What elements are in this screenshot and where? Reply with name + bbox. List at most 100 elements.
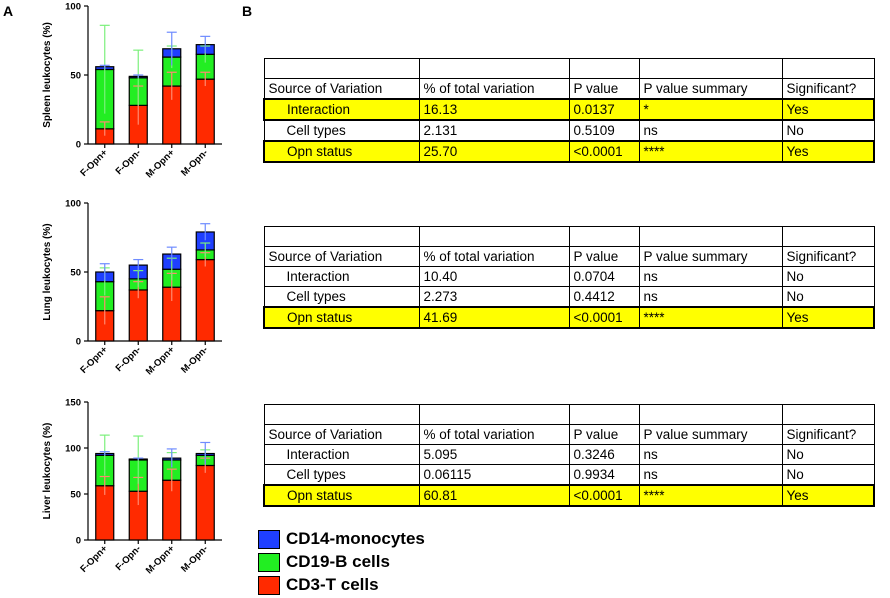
table-cell [781,226,875,247]
liver-chart: Liver leukocytes (%) 0 50 100 150 F-Opn+ F-Opn… [42,398,222,576]
bar-t-cells [195,258,215,342]
table-header-cell: P value [568,424,640,445]
table-cell: 25.70 [418,140,570,163]
table-cell: Interaction [263,98,420,121]
table-header-row: Source of Variation% of total variation P… [263,424,875,445]
table-cell: **** [638,140,783,163]
table-cell [263,226,420,247]
y-axis-label: Liver leukocytes (%) [42,423,53,520]
table-blank-row [263,404,875,425]
legend-label-t-cells: CD3-T cells [286,575,379,594]
table-header-cell: P value summary [638,78,783,100]
x-tick-label: M-Opn+ [144,147,177,180]
table-row: Opn status 60.81 <0.0001 **** Yes [263,484,875,507]
table-cell: No [781,266,875,287]
table-header-cell: % of total variation [418,246,570,267]
table-blank-row [263,226,875,247]
table-cell: Opn status [263,484,420,507]
table-cell: Yes [781,484,875,507]
x-tick-label: F-Opn- [114,344,144,374]
x-tick-label: M-Opn- [179,344,210,375]
legend-label-monocytes: CD14-monocytes [286,529,425,548]
table-header-cell: P value [568,246,640,267]
table-cell: 60.81 [418,484,570,507]
y-tick-label: 50 [70,71,81,82]
table-row: Cell types 2.273 0.4412 ns No [263,286,875,308]
table-row: Cell types 0.06115 0.9934 ns No [263,464,875,486]
y-tick-label: 0 [76,337,81,348]
table-header-row: Source of Variation% of total variation P… [263,246,875,267]
table-cell [418,226,570,247]
table-cell [638,404,783,425]
table-cell [638,226,783,247]
table-blank-row [263,58,875,79]
table-cell: Interaction [263,266,420,287]
table-row: Interaction 5.095 0.3246 ns No [263,444,875,465]
y-tick-label: 100 [65,444,81,455]
table-row: Cell types 2.131 0.5109 ns No [263,119,875,142]
y-axis-label: Spleen leukocytes (%) [42,22,53,128]
table-cell: <0.0001 [568,140,640,163]
x-tick-label: M-Opn+ [144,344,177,377]
table-header-cell: % of total variation [418,78,570,100]
table-cell: Yes [781,306,875,329]
x-tick-label: F-Opn- [114,147,144,177]
y-tick-label: 0 [76,536,81,547]
table-cell: No [781,119,875,142]
legend-swatch-b-cells [258,552,280,572]
table-cell: No [781,464,875,486]
table-header-cell: Significant? [781,78,875,100]
x-tick-label: F-Opn- [114,543,144,573]
table-cell [263,58,420,79]
legend: CD14-monocytes CD19-B cells CD3-T cells [258,528,425,597]
table-header-cell: P value summary [638,424,783,445]
bar-t-cells [195,78,215,145]
table-cell: ns [638,444,783,465]
table-cell: Cell types [263,464,420,486]
y-tick-label: 150 [65,398,81,409]
table-row: Opn status 25.70 <0.0001 **** Yes [263,140,875,163]
table-cell: Opn status [263,306,420,329]
anova-table-lung: Source of Variation% of total variation P… [263,226,875,329]
table-header-cell: Source of Variation [263,78,420,100]
table-header-cell: Source of Variation [263,424,420,445]
legend-swatch-monocytes [258,529,280,549]
legend-item-b-cells: CD19-B cells [258,551,425,573]
table-cell: 16.13 [418,98,570,121]
table-cell: 0.0137 [568,98,640,121]
table-row: Interaction 16.13 0.0137 * Yes [263,98,875,121]
table-header-cell: P value summary [638,246,783,267]
legend-swatch-t-cells [258,575,280,595]
table-cell: Cell types [263,286,420,308]
table-cell: Yes [781,98,875,121]
table-row: Opn status 41.69 <0.0001 **** Yes [263,306,875,329]
table-cell: 0.9934 [568,464,640,486]
table-cell: ns [638,119,783,142]
table-cell: 0.06115 [418,464,570,486]
panel-label-b: B [242,3,253,19]
x-tick-label: F-Opn+ [78,543,110,575]
table-cell [568,404,640,425]
table-header-cell: % of total variation [418,424,570,445]
table-header-cell: Significant? [781,246,875,267]
table-cell: 0.4412 [568,286,640,308]
legend-item-t-cells: CD3-T cells [258,574,425,596]
table-cell: No [781,286,875,308]
legend-label-b-cells: CD19-B cells [286,552,390,571]
table-cell [781,58,875,79]
table-cell [568,226,640,247]
y-axis-label: Lung leukocytes (%) [42,223,53,320]
table-cell: 2.273 [418,286,570,308]
x-tick-label: M-Opn- [179,147,210,178]
table-header-cell: P value [568,78,640,100]
bar-t-cells [195,464,215,541]
y-tick-label: 100 [65,2,81,13]
table-cell: 10.40 [418,266,570,287]
table-cell: ns [638,266,783,287]
table-cell [418,58,570,79]
table-cell: 41.69 [418,306,570,329]
table-cell [263,404,420,425]
table-cell [781,404,875,425]
